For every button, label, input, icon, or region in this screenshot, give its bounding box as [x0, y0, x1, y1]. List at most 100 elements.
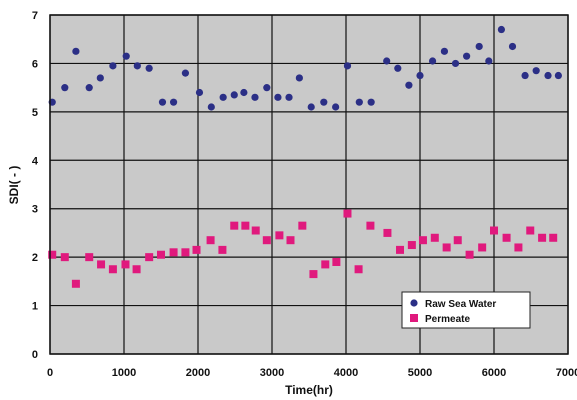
- raw-sea-water-point: [440, 47, 449, 55]
- permeate-point: [192, 245, 201, 254]
- raw-sea-water-point: [475, 42, 483, 51]
- legend: Raw Sea Water Permeate: [401, 291, 531, 329]
- permeate-point: [181, 248, 190, 257]
- permeate-point: [230, 221, 239, 230]
- permeate-point: [169, 248, 178, 257]
- raw-sea-water-point: [72, 47, 80, 55]
- x-axis-title: Time(hr): [285, 383, 333, 397]
- permeate-point: [286, 236, 295, 245]
- raw-sea-water-point: [230, 91, 238, 99]
- raw-sea-water-point: [195, 88, 204, 97]
- y-tick-label: 3: [32, 204, 38, 216]
- x-tick-label: 1000: [112, 367, 136, 379]
- raw-sea-water-point: [109, 62, 117, 70]
- permeate-point: [354, 265, 363, 274]
- permeate-point: [332, 257, 341, 266]
- legend-box: [401, 291, 531, 329]
- permeate-point: [48, 250, 57, 259]
- raw-sea-water-point: [451, 59, 460, 68]
- x-tick-label: 5000: [408, 367, 432, 379]
- legend-label-raw-sea-water: Raw Sea Water: [425, 299, 496, 310]
- permeate-point: [526, 226, 535, 235]
- permeate-point: [298, 221, 307, 230]
- permeate-point: [465, 250, 474, 259]
- permeate-point: [206, 236, 215, 245]
- raw-sea-water-point: [158, 98, 167, 106]
- permeate-point: [251, 226, 260, 235]
- raw-sea-water-point: [207, 103, 215, 111]
- permeate-point: [275, 231, 284, 240]
- x-tick-label: 2000: [186, 367, 210, 379]
- y-tick-label: 2: [32, 252, 38, 264]
- y-tick-label: 7: [32, 10, 38, 22]
- permeate-point: [71, 279, 80, 288]
- raw-sea-water-point: [343, 62, 352, 70]
- raw-sea-water-point: [133, 62, 141, 70]
- permeate-point: [145, 253, 154, 262]
- permeate-point: [157, 250, 165, 259]
- permeate-point: [60, 253, 69, 262]
- permeate-point: [309, 270, 318, 279]
- permeate-point: [478, 243, 487, 252]
- raw-sea-water-point: [521, 71, 529, 80]
- raw-sea-water-point: [394, 64, 402, 72]
- raw-sea-water-point: [96, 74, 104, 82]
- x-tick-label: 3000: [260, 367, 284, 379]
- raw-sea-water-point: [219, 93, 227, 101]
- raw-sea-water-point: [285, 93, 293, 101]
- permeate-point: [241, 221, 250, 230]
- raw-sea-water-point: [274, 93, 282, 101]
- raw-sea-water-point: [463, 52, 471, 60]
- x-tick-label: 6000: [482, 367, 506, 379]
- permeate-point: [430, 233, 439, 242]
- raw-sea-water-point: [383, 57, 391, 65]
- raw-sea-water-point: [122, 52, 130, 60]
- raw-sea-water-point: [145, 64, 153, 72]
- legend-label-permeate: Permeate: [425, 314, 470, 325]
- permeate-point: [514, 243, 523, 252]
- y-axis-title: SDI( - ): [7, 166, 21, 205]
- permeate-point: [85, 253, 94, 262]
- raw-sea-water-point: [554, 71, 562, 80]
- y-tick-label: 6: [32, 58, 38, 70]
- raw-sea-water-point: [240, 88, 248, 97]
- legend-marker-permeate: [410, 314, 418, 322]
- permeate-point: [407, 241, 416, 250]
- raw-sea-water-point: [532, 67, 540, 75]
- y-tick-label: 5: [32, 107, 38, 119]
- plot-border: [49, 14, 569, 355]
- permeate-point: [418, 236, 427, 245]
- permeate-point: [343, 209, 352, 218]
- permeate-point: [490, 226, 498, 235]
- permeate-point: [383, 228, 392, 237]
- raw-sea-water-point: [405, 81, 413, 89]
- raw-sea-water-point: [263, 84, 271, 92]
- raw-sea-water-point: [307, 103, 315, 111]
- permeate-point: [442, 243, 451, 252]
- permeate-point: [262, 236, 271, 245]
- raw-sea-water-point: [295, 74, 303, 82]
- permeate-point: [321, 260, 330, 269]
- legend-marker-raw-sea-water: [410, 299, 418, 307]
- permeate-point: [108, 265, 117, 274]
- y-tick-label: 0: [32, 349, 38, 361]
- raw-sea-water-point: [416, 71, 424, 80]
- permeate-point: [132, 265, 141, 274]
- y-tick-labels: 0 1 2 3 4 5 6 7: [32, 10, 39, 361]
- raw-sea-water-point: [85, 84, 93, 92]
- raw-sea-water-point: [61, 84, 69, 92]
- permeate-point: [538, 233, 547, 242]
- y-tick-label: 1: [32, 301, 38, 313]
- x-tick-label: 4000: [334, 367, 358, 379]
- raw-sea-water-point: [508, 42, 517, 51]
- raw-sea-water-point: [320, 98, 328, 106]
- raw-sea-water-point: [497, 25, 505, 34]
- permeate-point: [121, 260, 130, 269]
- raw-sea-water-point: [544, 71, 552, 80]
- raw-sea-water-point: [169, 98, 178, 106]
- permeate-point: [218, 245, 227, 254]
- raw-sea-water-point: [428, 57, 437, 65]
